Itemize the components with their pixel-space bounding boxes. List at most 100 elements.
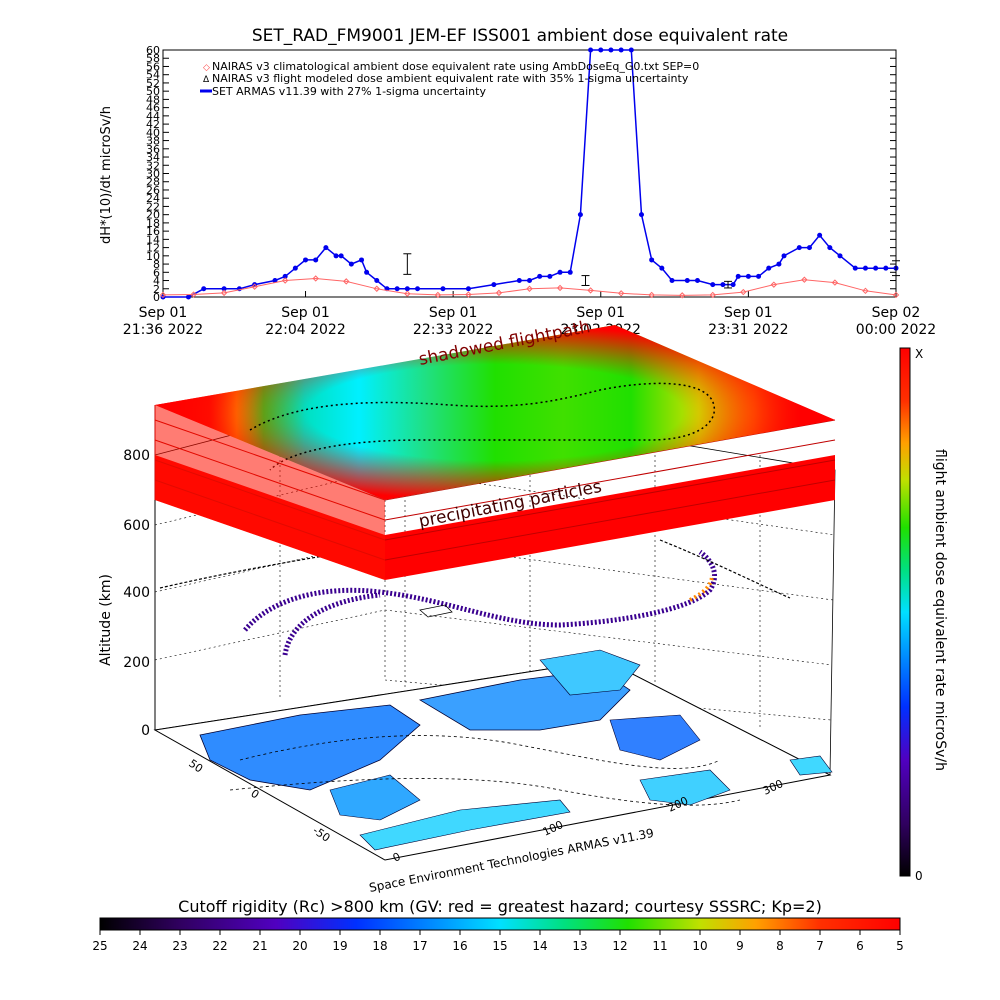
data-point-armas [491, 282, 497, 288]
y-tick-label: 2 [153, 283, 160, 296]
y-tick-label: 30 [146, 168, 160, 181]
x-tick-label: 22:04 2022 [265, 322, 345, 338]
data-point-armas [547, 273, 553, 279]
data-point-armas [303, 257, 309, 263]
colorbar-top-label: X [915, 347, 923, 361]
y-tick-label: 40 [146, 126, 160, 139]
data-point-climatological [281, 277, 289, 284]
rigidity-tick-label: 16 [452, 939, 467, 953]
rigidity-tick-label: 23 [172, 939, 187, 953]
rigidity-title: Cutoff rigidity (Rc) >800 km (GV: red = … [178, 897, 822, 916]
data-point-climatological [343, 278, 350, 285]
data-point-armas [577, 212, 583, 218]
data-point-armas [776, 261, 782, 267]
data-point-climatological [617, 290, 625, 297]
legend-marker-modeled: Δ [203, 75, 210, 85]
y-tick-label: 12 [146, 242, 160, 255]
data-point-armas [527, 278, 532, 284]
rigidity-tick-label: 14 [532, 939, 547, 953]
data-point-armas [735, 273, 741, 279]
y-tick-label: 4 [153, 275, 160, 288]
lat-tick: 0 [248, 787, 261, 802]
data-point-armas [852, 265, 858, 271]
x-tick-label: Sep 01 [139, 305, 188, 321]
data-point-armas [374, 278, 380, 284]
altitude-tick: 600 [123, 518, 150, 534]
data-point-armas [659, 265, 665, 271]
data-point-armas [837, 253, 843, 259]
data-point-armas [394, 286, 400, 292]
x-tick-label: 22:33 2022 [413, 322, 493, 338]
y-tick-label: 20 [146, 209, 160, 222]
data-point-armas [781, 253, 787, 259]
data-point-armas [516, 278, 522, 284]
rigidity-tick-label: 18 [372, 939, 387, 953]
data-point-climatological [740, 288, 747, 296]
data-point-climatological [648, 291, 655, 299]
data-point-climatological [587, 287, 594, 294]
y-tick-label: 56 [146, 60, 160, 73]
perspective-scene: 0 200 400 600 800 Altitude (km) 50 0 -50… [98, 317, 836, 895]
world-map [199, 649, 833, 851]
rigidity-tick-label: 22 [212, 939, 227, 953]
data-point-climatological [831, 279, 839, 286]
rigidity-tick-label: 15 [492, 939, 507, 953]
data-point-armas [323, 245, 329, 251]
y-tick-label: 28 [146, 176, 160, 189]
data-point-climatological [679, 292, 686, 299]
lat-tick: 50 [186, 757, 205, 776]
flight-track [159, 534, 791, 656]
x-tick-label: 00:00 2022 [856, 322, 936, 338]
data-point-armas [806, 245, 812, 251]
data-point-climatological [526, 285, 533, 292]
data-point-climatological [862, 287, 869, 295]
y-tick-label: 36 [146, 143, 160, 156]
data-point-climatological [312, 275, 319, 282]
data-point-armas [272, 278, 278, 284]
dose-colorbar-ramp [899, 347, 911, 877]
y-tick-label: 14 [146, 233, 160, 246]
data-point-armas [440, 286, 446, 292]
y-tick-label: 60 [146, 44, 160, 57]
data-point-climatological [495, 289, 503, 297]
data-point-climatological [465, 291, 472, 298]
data-point-climatological [892, 291, 900, 299]
lon-tick: 0 [391, 850, 403, 865]
legend-entry-climatological: NAIRAS v3 climatological ambient dose eq… [212, 60, 699, 73]
series-layer [159, 47, 900, 300]
data-point-armas [817, 232, 823, 238]
rigidity-colorbar-ramp [99, 917, 901, 931]
x-tick-label: 23:31 2022 [708, 322, 788, 338]
line-chart: 0246810121416182022242628303234363840424… [99, 44, 936, 338]
altitude-tick: 0 [141, 723, 150, 739]
x-tick-label: Sep 01 [576, 305, 625, 321]
y-tick-label: 54 [146, 69, 160, 82]
data-point-armas [465, 286, 471, 292]
y-tick-label: 50 [146, 85, 160, 98]
x-tick-label: Sep 01 [724, 305, 773, 321]
data-point-climatological [404, 290, 411, 297]
data-point-armas [684, 278, 690, 284]
colorbar-bottom-label: 0 [915, 869, 923, 883]
rigidity-tick-label: 6 [856, 939, 864, 953]
rigidity-tick-label: 7 [816, 939, 824, 953]
altitude-tick: 200 [123, 655, 150, 671]
altitude-axis-label: Altitude (km) [98, 574, 114, 666]
y-axis-label: dH*(10)/dt microSv/h [99, 106, 114, 244]
rigidity-tick-label: 17 [412, 939, 427, 953]
data-point-armas [710, 282, 716, 288]
data-point-armas [766, 265, 772, 271]
series-line-climatological [162, 277, 897, 296]
y-tick-label: 46 [146, 102, 160, 115]
y-tick-label: 22 [146, 200, 160, 213]
data-point-armas [720, 282, 726, 288]
rigidity-tick-label: 8 [776, 939, 784, 953]
data-point-armas [598, 47, 604, 53]
x-tick-label: Sep 02 [872, 305, 921, 321]
data-point-armas [404, 286, 410, 292]
data-point-armas [618, 47, 624, 53]
rigidity-tick-label: 21 [252, 939, 267, 953]
data-point-armas [588, 47, 594, 53]
y-tick-label: 58 [146, 52, 160, 65]
